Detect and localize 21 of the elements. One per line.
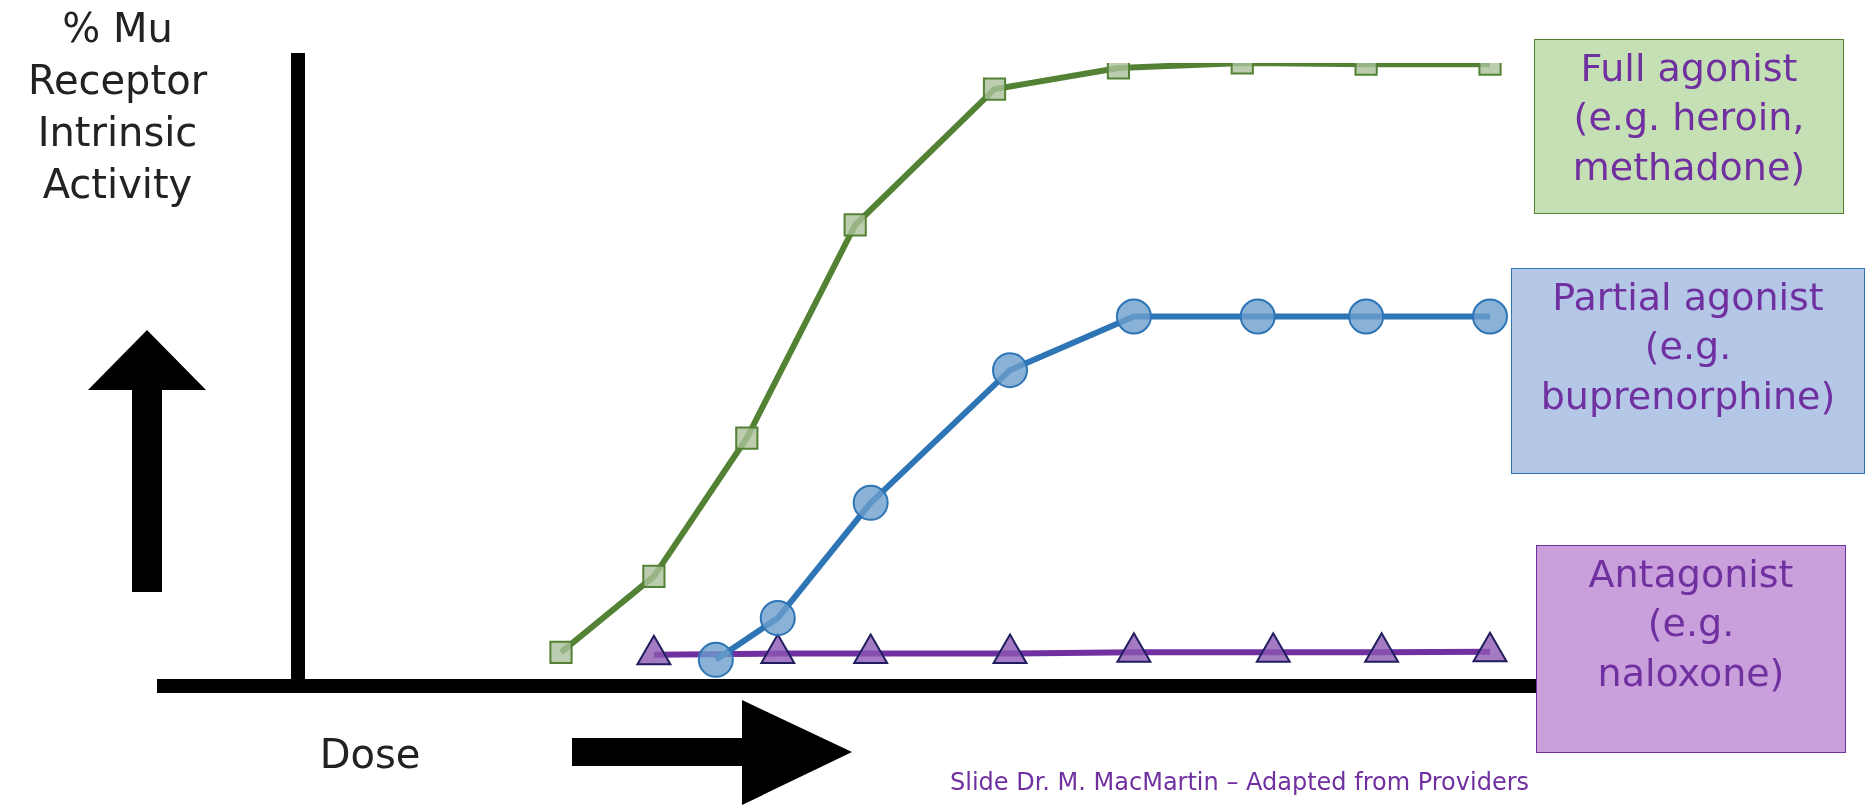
point bbox=[1115, 298, 1152, 335]
text: Slide Dr. M. MacMartin – Adapted from Providers bbox=[950, 768, 1530, 797]
point bbox=[1116, 632, 1152, 663]
x-axis-title: Dose bbox=[318, 730, 422, 779]
point bbox=[992, 633, 1028, 665]
point bbox=[1255, 632, 1291, 663]
point bbox=[1239, 298, 1276, 335]
point bbox=[853, 633, 889, 665]
point bbox=[1472, 631, 1508, 663]
series-label: Partial agonist (e.g. buprenorphine) bbox=[1511, 268, 1865, 474]
series-label: Full agonist (e.g. heroin, methadone) bbox=[1534, 39, 1844, 214]
point bbox=[992, 352, 1029, 389]
text: % Mu Receptor Intrinsic Activity bbox=[26, 4, 209, 209]
point bbox=[636, 634, 672, 666]
point bbox=[760, 633, 796, 665]
point bbox=[1348, 298, 1385, 335]
point bbox=[1472, 298, 1508, 335]
point bbox=[843, 213, 867, 237]
point bbox=[735, 426, 759, 450]
text: Antagonist (e.g. naloxone) bbox=[1536, 545, 1846, 753]
point bbox=[1364, 632, 1400, 663]
